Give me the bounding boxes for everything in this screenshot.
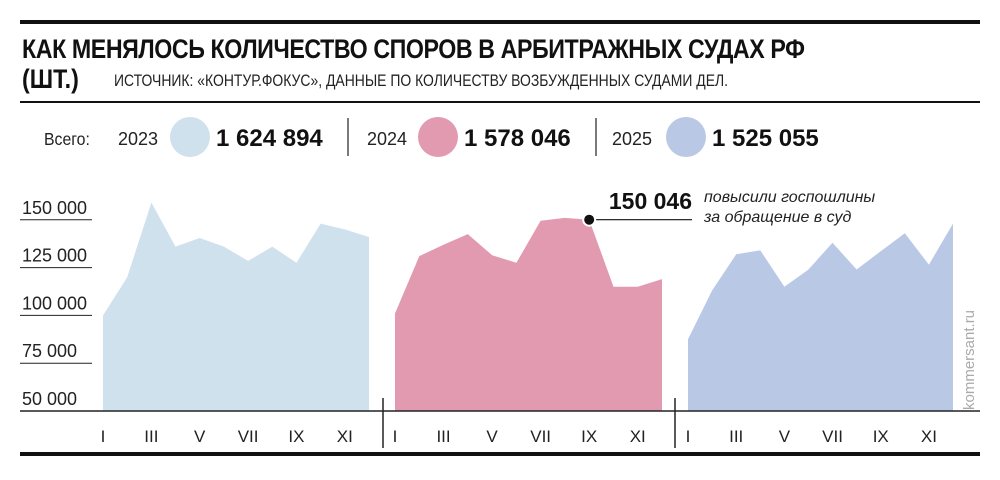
area-2024 (395, 217, 662, 411)
x-tick-label: IX (581, 427, 597, 446)
x-tick-label: VII (530, 427, 551, 446)
y-tick-label: 75 000 (22, 341, 77, 361)
totals-label: Всего: (44, 129, 90, 149)
area-2023 (103, 202, 369, 411)
legend-swatch (418, 117, 458, 157)
area-2025 (688, 223, 953, 411)
x-axis: I III V VII IX XI I III V VII IX XI I III V VII IX XI (101, 427, 937, 446)
legend-swatch (170, 117, 210, 157)
legend-total: 1 578 046 (464, 125, 571, 152)
x-tick-label: IX (873, 427, 889, 446)
legend-total: 1 525 055 (712, 125, 819, 152)
x-tick-label: I (393, 427, 398, 446)
x-tick-label: VII (238, 427, 259, 446)
legend-swatch (666, 117, 706, 157)
x-tick-label: XI (921, 427, 937, 446)
unit-label: (ШТ.) (22, 64, 79, 94)
annotation-value: 150 046 (609, 188, 692, 214)
series-areas (102, 202, 954, 411)
x-tick-label: V (486, 427, 498, 446)
annotation-point (582, 212, 597, 227)
x-tick-label: III (144, 427, 158, 446)
y-tick-label: 125 000 (22, 246, 87, 266)
legend-total: 1 624 894 (216, 125, 323, 152)
x-tick-label: VII (822, 427, 843, 446)
legend-year: 2023 (118, 129, 158, 149)
x-tick-label: V (194, 427, 206, 446)
totals-legend: Всего: 2023 1 624 894 2024 1 578 046 2025 1 5… (44, 117, 819, 157)
watermark: kommersant.ru (961, 310, 978, 410)
x-tick-label: III (436, 427, 450, 446)
x-tick-label: I (101, 427, 106, 446)
x-tick-label: III (729, 427, 743, 446)
annotation-text-1: повысили госпошлины (704, 189, 875, 206)
y-axis: 50 000 75 000 100 000 125 000 150 000 (20, 198, 92, 409)
y-tick-label: 150 000 (22, 198, 87, 218)
source-note: ИСТОЧНИК: «КОНТУР.ФОКУС», ДАННЫЕ ПО КОЛИ… (114, 71, 729, 90)
x-tick-label: V (779, 427, 791, 446)
bottom-rule (20, 452, 980, 456)
annotation-text-2: за обращение в суд (703, 209, 851, 226)
x-tick-label: I (686, 427, 691, 446)
header-rule (20, 101, 980, 103)
annotation: 150 046 повысили госпошлины за обращение… (582, 188, 875, 227)
chart-title: КАК МЕНЯЛОСЬ КОЛИЧЕСТВО СПОРОВ В АРБИТРА… (22, 34, 805, 64)
top-rule (20, 20, 980, 24)
y-tick-label: 50 000 (22, 389, 77, 409)
x-tick-label: XI (630, 427, 646, 446)
x-tick-label: IX (288, 427, 304, 446)
x-tick-label: XI (337, 427, 353, 446)
y-tick-label: 100 000 (22, 293, 87, 313)
legend-year: 2024 (367, 129, 407, 149)
legend-year: 2025 (612, 129, 652, 149)
